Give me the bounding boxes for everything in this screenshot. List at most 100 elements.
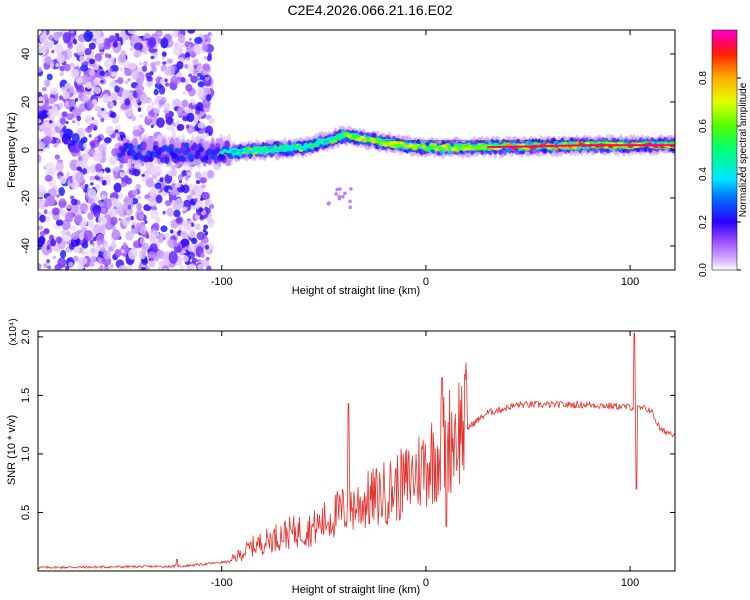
y-tick-label: 1.0 bbox=[20, 446, 32, 461]
spectrogram-cell bbox=[579, 144, 582, 147]
spectrogram-cell bbox=[509, 145, 513, 148]
spectrogram-cell bbox=[110, 92, 118, 103]
spectrogram-cell bbox=[437, 146, 444, 151]
spectrogram-cell bbox=[626, 144, 629, 147]
spectrogram-cell bbox=[58, 126, 63, 131]
spectrogram-y-label: Frequency (Hz) bbox=[6, 112, 18, 188]
spectrogram-cell bbox=[149, 243, 158, 254]
spectrogram-cell bbox=[515, 145, 519, 148]
spectrogram-cell bbox=[88, 69, 95, 77]
spectrogram-cell bbox=[174, 197, 184, 210]
spectrogram-cell bbox=[70, 225, 77, 232]
spectrogram-cell bbox=[197, 72, 202, 77]
spectrogram-cell bbox=[110, 241, 117, 250]
spectrogram-cell bbox=[150, 124, 154, 129]
spectrogram-cell bbox=[544, 145, 547, 148]
spectrogram-cell bbox=[156, 117, 165, 128]
spectrogram-cell bbox=[538, 145, 541, 148]
spectrogram-cell bbox=[583, 144, 586, 147]
spectrogram-cell bbox=[333, 137, 339, 141]
spectrogram-cell bbox=[174, 182, 181, 188]
spectrogram-cell bbox=[349, 187, 353, 191]
spectrogram-cell bbox=[138, 213, 145, 220]
spectrogram-cell bbox=[164, 156, 170, 163]
spectrogram-cell bbox=[94, 105, 102, 112]
spectrogram-cell bbox=[114, 85, 120, 93]
spectrogram-cell bbox=[110, 216, 118, 226]
spectrogram-cell bbox=[38, 96, 45, 107]
spectrogram-cell bbox=[165, 82, 170, 87]
spectrogram-cell bbox=[150, 55, 155, 60]
spectrogram-cell bbox=[489, 146, 492, 149]
spectrogram-cell bbox=[530, 145, 533, 148]
spectrogram-cell bbox=[88, 42, 96, 50]
spectrogram-cell bbox=[208, 222, 214, 229]
spectrogram-cell bbox=[70, 203, 79, 214]
spectrogram-cell bbox=[64, 83, 70, 90]
spectrogram-cell bbox=[44, 46, 48, 51]
spectrogram-cell bbox=[177, 174, 183, 181]
spectrogram-cell bbox=[195, 187, 203, 197]
spectrogram-cell bbox=[159, 156, 165, 163]
spectrogram-cell bbox=[59, 117, 66, 125]
x-tick-label: 0 bbox=[423, 577, 429, 589]
spectrogram-cell bbox=[190, 75, 198, 83]
spectrogram-cell bbox=[38, 235, 46, 245]
spectrogram-cell bbox=[89, 246, 99, 257]
spectrogram-cell bbox=[658, 144, 662, 147]
spectrogram-cell bbox=[94, 136, 99, 142]
spectrogram-cell bbox=[125, 177, 133, 185]
spectrogram-cell bbox=[186, 219, 192, 224]
spectrogram-cell bbox=[94, 60, 99, 65]
spectrogram-cell bbox=[87, 197, 95, 205]
spectrogram-cell bbox=[58, 95, 64, 101]
spectrogram-cell bbox=[39, 198, 43, 202]
spectrogram-cell bbox=[623, 144, 627, 147]
spectrogram-cell bbox=[200, 184, 206, 189]
spectrogram-cell bbox=[97, 266, 104, 270]
spectrogram-cell bbox=[556, 144, 559, 147]
spectrogram-cell bbox=[158, 260, 165, 267]
spectrogram-cell bbox=[110, 111, 117, 118]
spectrogram-cell bbox=[151, 230, 160, 238]
spectrogram-cell bbox=[392, 140, 398, 145]
spectrogram-cell bbox=[125, 217, 131, 222]
spectrogram-cell bbox=[170, 168, 177, 177]
spectrogram-cell bbox=[60, 249, 67, 259]
spectrogram-cell bbox=[59, 72, 64, 77]
spectrogram-cell bbox=[55, 62, 60, 68]
spectrogram-cell bbox=[172, 122, 177, 127]
spectrogram-cell bbox=[615, 144, 619, 147]
spectrogram-cell bbox=[116, 114, 120, 120]
spectrogram-cell bbox=[184, 52, 191, 59]
spectrogram-cell bbox=[204, 76, 209, 82]
y-tick-label: 2.0 bbox=[20, 329, 32, 344]
spectrogram-cell bbox=[146, 76, 153, 82]
spectrogram-cell bbox=[69, 195, 75, 200]
spectrogram-cell bbox=[395, 144, 401, 148]
spectrogram-cell bbox=[71, 120, 76, 124]
spectrogram-cell bbox=[48, 34, 54, 41]
spectrogram-cell bbox=[42, 135, 52, 145]
spectrogram-cell bbox=[185, 84, 193, 92]
spectrogram-cell bbox=[201, 44, 209, 52]
spectrogram-cell bbox=[70, 198, 78, 206]
spectrogram-cell bbox=[165, 116, 174, 126]
spectrogram-cell bbox=[640, 144, 643, 147]
spectrogram-cell bbox=[62, 90, 70, 100]
snr-y-ticks: 0.5 1.0 1.5 2.0 bbox=[20, 329, 675, 520]
spectrogram-cell bbox=[191, 237, 198, 245]
spectrogram-cell bbox=[147, 99, 151, 104]
snr-y-label: SNR (10 * v/v) bbox=[6, 415, 18, 485]
spectrogram-cell bbox=[138, 89, 142, 95]
spectrogram-cell bbox=[90, 182, 94, 186]
colorbar-tick-label: 0.4 bbox=[698, 167, 709, 181]
spectrogram-cell bbox=[44, 127, 52, 137]
spectrogram-cell bbox=[160, 225, 168, 233]
spectrogram-cell bbox=[131, 221, 137, 226]
spectrogram-cell bbox=[182, 206, 188, 212]
spectrogram-cell bbox=[102, 113, 111, 121]
spectrogram-cell bbox=[86, 81, 92, 90]
spectrogram-cell bbox=[609, 144, 613, 147]
spectrogram-cell bbox=[166, 123, 175, 131]
